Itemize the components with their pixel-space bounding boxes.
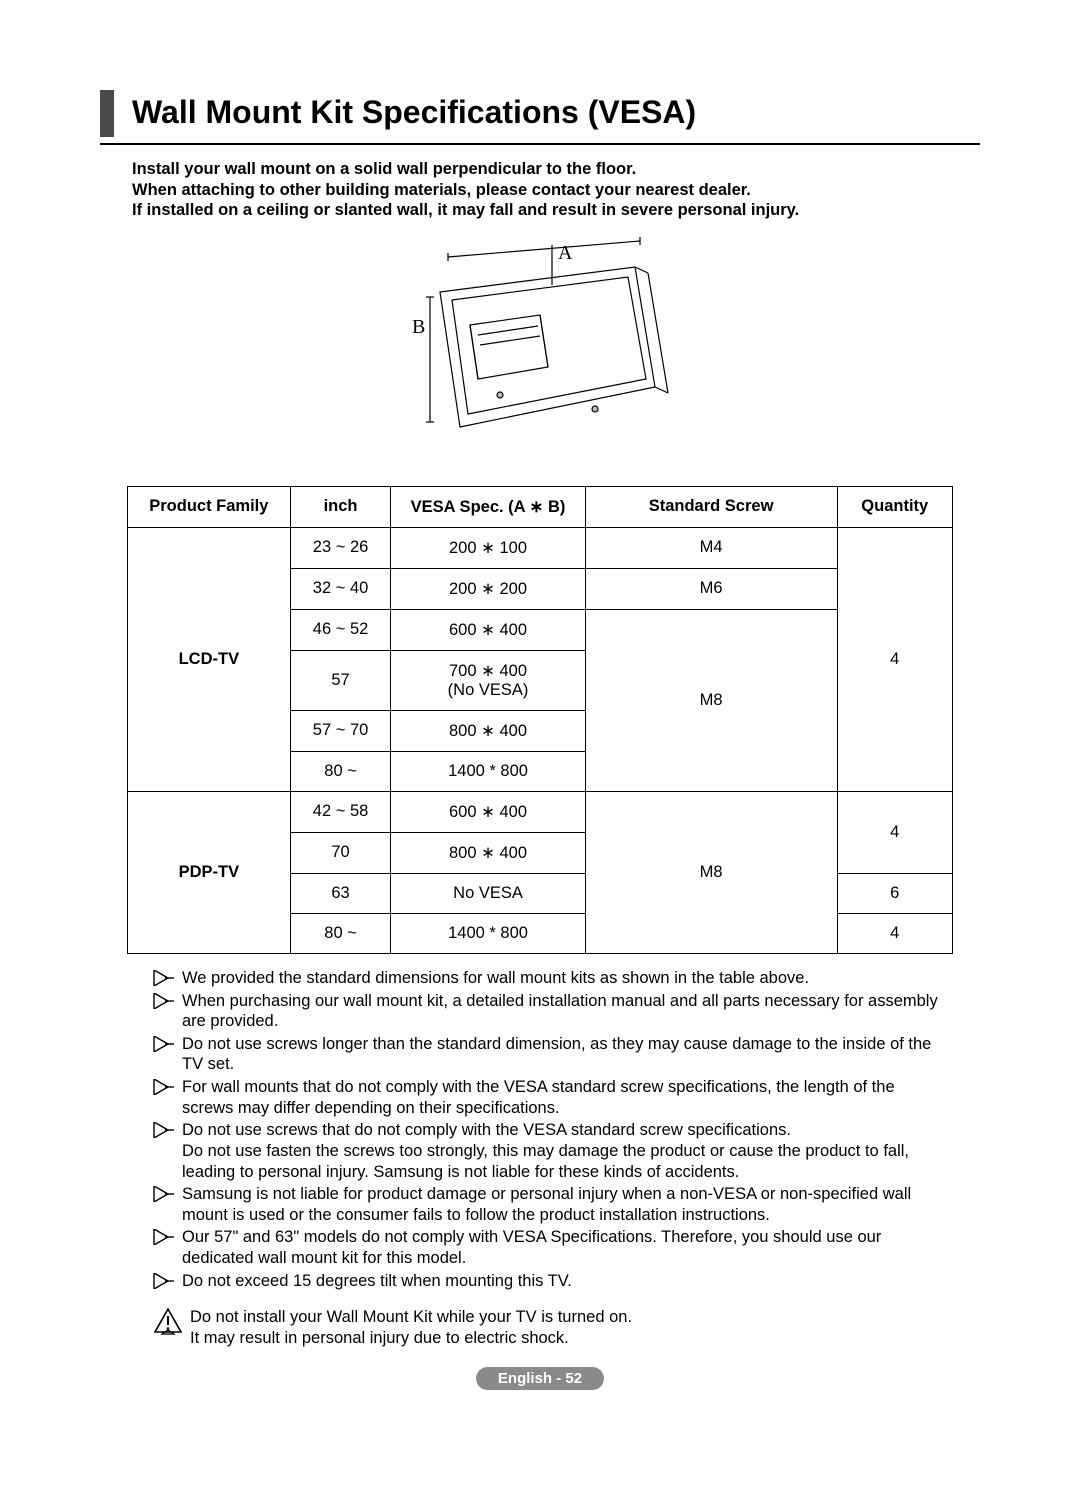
bullet-list: We provided the standard dimensions for …	[152, 968, 950, 1291]
cell-qty: 6	[837, 873, 952, 913]
cell-inch: 57 ~ 70	[290, 710, 391, 751]
bullet-item: Do not exceed 15 degrees tilt when mount…	[152, 1271, 950, 1292]
arrow-icon	[152, 970, 176, 986]
cell-screw: M4	[585, 527, 837, 568]
title-bar	[100, 90, 114, 137]
warning-line: It may result in personal injury due to …	[190, 1329, 569, 1347]
cell-spec: 200 ∗ 200	[391, 568, 585, 609]
table-header-row: Product Family inch VESA Spec. (A ∗ B) S…	[128, 486, 953, 527]
bullet-text: Our 57" and 63" models do not comply wit…	[182, 1227, 950, 1268]
vesa-diagram: A B	[100, 237, 980, 462]
cell-spec: 800 ∗ 400	[391, 832, 585, 873]
th-family: Product Family	[128, 486, 291, 527]
diagram-svg: A B	[390, 237, 690, 457]
bullet-item: Our 57" and 63" models do not comply wit…	[152, 1227, 950, 1268]
title-block: Wall Mount Kit Specifications (VESA)	[100, 90, 980, 137]
bullet-text: We provided the standard dimensions for …	[182, 968, 809, 989]
cell-spec: 700 ∗ 400 (No VESA)	[391, 650, 585, 710]
cell-screw: M8	[585, 791, 837, 953]
arrow-icon	[152, 1229, 176, 1245]
title-underline	[100, 143, 980, 145]
bullet-item: Do not use screws longer than the standa…	[152, 1034, 950, 1075]
page-title: Wall Mount Kit Specifications (VESA)	[132, 90, 696, 137]
intro-text: Install your wall mount on a solid wall …	[132, 159, 980, 221]
cell-inch: 32 ~ 40	[290, 568, 391, 609]
warning-line: Do not install your Wall Mount Kit while…	[190, 1308, 632, 1326]
cell-spec-line: 700 ∗ 400	[449, 662, 527, 680]
cell-family: PDP-TV	[128, 791, 291, 953]
warning-triangle-icon	[152, 1307, 184, 1335]
arrow-icon	[152, 1273, 176, 1289]
th-spec: VESA Spec. (A ∗ B)	[391, 486, 585, 527]
cell-inch: 80 ~	[290, 751, 391, 791]
th-screw: Standard Screw	[585, 486, 837, 527]
cell-inch: 23 ~ 26	[290, 527, 391, 568]
bullet-text: For wall mounts that do not comply with …	[182, 1077, 950, 1118]
bullet-item: Samsung is not liable for product damage…	[152, 1184, 950, 1225]
arrow-icon	[152, 993, 176, 1009]
cell-spec: 1400 * 800	[391, 913, 585, 953]
cell-qty: 4	[837, 913, 952, 953]
bullet-item: When purchasing our wall mount kit, a de…	[152, 991, 950, 1032]
cell-inch: 80 ~	[290, 913, 391, 953]
table-row: LCD-TV 23 ~ 26 200 ∗ 100 M4 4	[128, 527, 953, 568]
th-inch: inch	[290, 486, 391, 527]
intro-line: If installed on a ceiling or slanted wal…	[132, 200, 980, 221]
intro-line: Install your wall mount on a solid wall …	[132, 159, 980, 180]
cell-qty: 4	[837, 527, 952, 791]
table-row: PDP-TV 42 ~ 58 600 ∗ 400 M8 4	[128, 791, 953, 832]
cell-inch: 63	[290, 873, 391, 913]
page-number-pill: English - 52	[476, 1367, 604, 1390]
arrow-icon	[152, 1122, 176, 1138]
diagram-label-a: A	[558, 242, 573, 264]
bullet-item: For wall mounts that do not comply with …	[152, 1077, 950, 1118]
arrow-icon	[152, 1036, 176, 1052]
cell-inch: 42 ~ 58	[290, 791, 391, 832]
cell-spec: No VESA	[391, 873, 585, 913]
cell-spec: 200 ∗ 100	[391, 527, 585, 568]
intro-line: When attaching to other building materia…	[132, 180, 980, 201]
arrow-icon	[152, 1186, 176, 1202]
cell-spec: 1400 * 800	[391, 751, 585, 791]
cell-family: LCD-TV	[128, 527, 291, 791]
cell-spec-line: (No VESA)	[448, 681, 529, 699]
cell-inch: 57	[290, 650, 391, 710]
cell-spec: 600 ∗ 400	[391, 609, 585, 650]
cell-inch: 70	[290, 832, 391, 873]
vesa-spec-table: Product Family inch VESA Spec. (A ∗ B) S…	[127, 486, 953, 954]
bullet-text: Samsung is not liable for product damage…	[182, 1184, 950, 1225]
warning-text: Do not install your Wall Mount Kit while…	[190, 1307, 632, 1348]
th-qty: Quantity	[837, 486, 952, 527]
cell-qty: 4	[837, 791, 952, 873]
bullet-item: We provided the standard dimensions for …	[152, 968, 950, 989]
bullet-text: Do not use screws that do not comply wit…	[182, 1120, 950, 1182]
bullet-text: Do not exceed 15 degrees tilt when mount…	[182, 1271, 572, 1292]
bullet-text: When purchasing our wall mount kit, a de…	[182, 991, 950, 1032]
cell-inch: 46 ~ 52	[290, 609, 391, 650]
bullet-item: Do not use screws that do not comply wit…	[152, 1120, 950, 1182]
cell-spec: 800 ∗ 400	[391, 710, 585, 751]
cell-spec: 600 ∗ 400	[391, 791, 585, 832]
arrow-icon	[152, 1079, 176, 1095]
warning-block: Do not install your Wall Mount Kit while…	[152, 1307, 950, 1348]
bullet-text: Do not use screws longer than the standa…	[182, 1034, 950, 1075]
diagram-label-b: B	[412, 316, 425, 338]
cell-screw: M6	[585, 568, 837, 609]
page-footer: English - 52	[100, 1367, 980, 1390]
cell-screw: M8	[585, 609, 837, 791]
